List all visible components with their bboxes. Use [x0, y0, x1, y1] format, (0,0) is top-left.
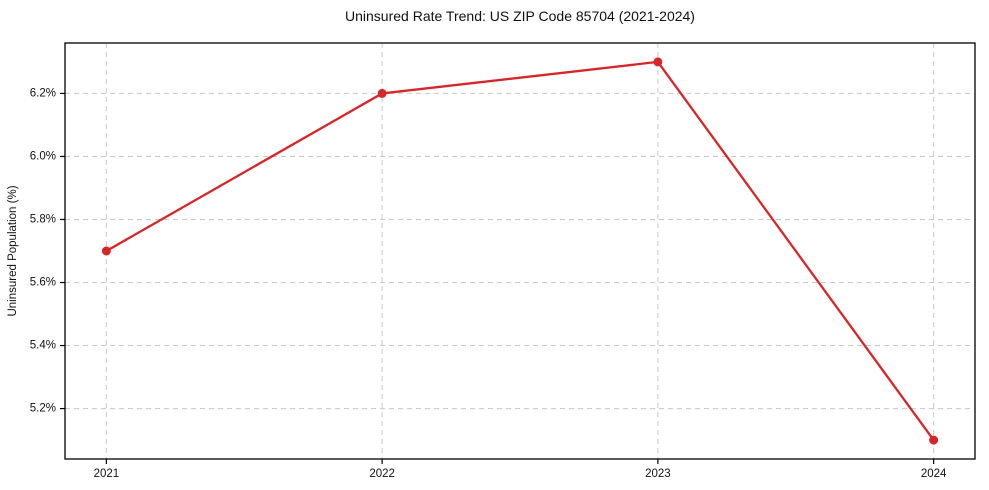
y-tick-label: 6.2% [30, 87, 56, 99]
data-line [105, 60, 935, 442]
x-tick-label: 2024 [921, 468, 947, 480]
y-tick-label: 5.2% [30, 403, 56, 415]
y-tick-label: 5.6% [30, 277, 56, 289]
x-tick-label: 2022 [369, 468, 395, 480]
data-point [101, 246, 111, 256]
y-tick-label: 5.8% [30, 214, 56, 226]
data-point [377, 88, 387, 98]
y-tick-label: 5.4% [30, 340, 56, 352]
x-tick-label: 2023 [645, 468, 671, 480]
plot-border [64, 42, 976, 460]
x-tick-label: 2021 [94, 468, 120, 480]
y-tick-label: 6.0% [30, 150, 56, 162]
chart-title: Uninsured Rate Trend: US ZIP Code 85704 … [345, 8, 695, 24]
data-point [929, 435, 939, 445]
data-point [653, 57, 663, 67]
